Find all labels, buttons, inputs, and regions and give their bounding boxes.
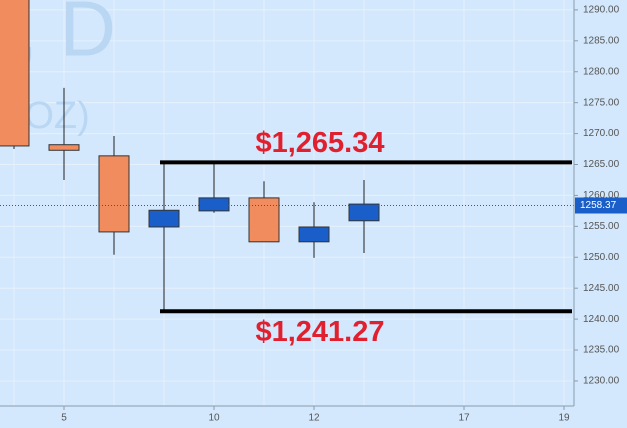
y-tick-label: 1265.00 bbox=[583, 159, 620, 170]
y-tick-label: 1255.00 bbox=[583, 221, 620, 232]
y-tick-label: 1270.00 bbox=[583, 128, 620, 139]
candle-body bbox=[348, 203, 380, 222]
price-tag bbox=[575, 197, 627, 214]
grid bbox=[0, 0, 574, 406]
axes: 1230.00 1235.00 1240.00 1245.00 1250.00 1255.… bbox=[61, 5, 627, 424]
x-tick-label: 17 bbox=[458, 413, 470, 424]
y-tick-label: 1260.00 bbox=[583, 190, 620, 201]
y-tick-label: 1285.00 bbox=[583, 35, 620, 46]
y-tick-label: 1280.00 bbox=[583, 66, 620, 77]
y-tick-label: 1235.00 bbox=[583, 345, 620, 356]
y-tick-label: 1290.00 bbox=[583, 5, 620, 16]
candle-body bbox=[248, 197, 280, 243]
candle-body bbox=[48, 144, 80, 151]
candle-body bbox=[148, 209, 180, 228]
y-tick-label: 1240.00 bbox=[583, 314, 620, 325]
y-tick-label: 1230.00 bbox=[583, 376, 620, 387]
y-tick-label: 1245.00 bbox=[583, 283, 620, 294]
y-tick-label: 1275.00 bbox=[583, 97, 620, 108]
x-tick-label: 5 bbox=[61, 413, 67, 424]
y-tick-label: 1250.00 bbox=[583, 252, 620, 263]
candle-body bbox=[98, 155, 130, 233]
level-label: $1,265.34 bbox=[255, 127, 384, 159]
x-tick-label: 12 bbox=[308, 413, 320, 424]
candle-body bbox=[0, 0, 30, 147]
plot: $1,265.34 $1,241.27 bbox=[0, 0, 574, 348]
x-tick-label: 19 bbox=[558, 413, 570, 424]
x-tick-label: 10 bbox=[208, 413, 220, 424]
candle-body bbox=[298, 226, 330, 243]
level-label: $1,241.27 bbox=[255, 316, 384, 348]
price-tag-label: 1258.37 bbox=[580, 200, 617, 211]
candle-body bbox=[198, 197, 230, 212]
